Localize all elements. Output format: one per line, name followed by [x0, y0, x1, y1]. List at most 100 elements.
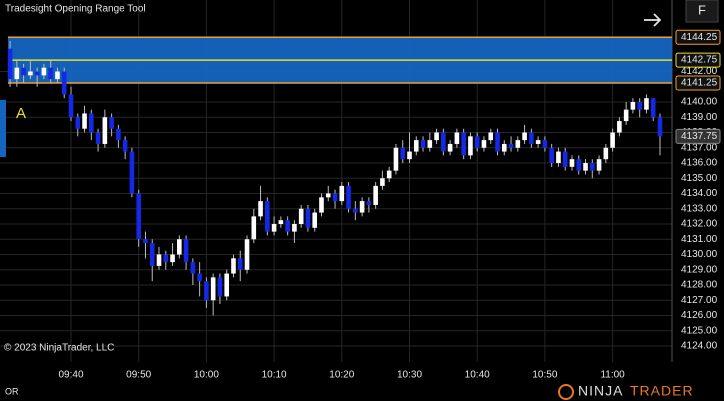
candle-body	[197, 273, 202, 282]
toggle-button-label[interactable]: F	[698, 2, 706, 17]
candle-body	[122, 140, 128, 152]
candle-body	[21, 67, 26, 76]
candle-body	[474, 136, 480, 148]
side-tab[interactable]	[0, 100, 6, 157]
candle-body	[461, 132, 466, 156]
candle-body	[278, 220, 284, 225]
x-tick-label: 10:40	[465, 370, 490, 381]
candle-body	[271, 224, 277, 232]
candle-body	[48, 67, 53, 80]
range-high-label: 4144.25	[681, 32, 718, 43]
candle-body	[583, 163, 588, 171]
candle-body	[237, 258, 243, 270]
candle-body	[244, 239, 250, 270]
candle-body	[251, 216, 257, 240]
candle-body	[156, 254, 162, 266]
candle-body	[163, 254, 169, 263]
candle-body	[617, 121, 622, 133]
y-tick-label: 4132.00	[681, 219, 718, 230]
candle-body	[562, 151, 568, 167]
candle-body	[285, 220, 290, 232]
y-tick-label: 4136.00	[681, 158, 718, 169]
y-tick-label: 4139.00	[681, 112, 718, 123]
candle-body	[508, 143, 514, 148]
candle-body	[129, 151, 135, 194]
candle-body	[569, 159, 575, 167]
arrow-icon[interactable]	[644, 13, 662, 27]
candle-body	[265, 201, 270, 232]
footer-tab[interactable]: OR	[5, 386, 19, 396]
candle-body	[325, 193, 331, 198]
candle-body	[298, 208, 304, 225]
candle-body	[434, 132, 439, 141]
candle-body	[109, 117, 114, 129]
candle-body	[596, 159, 602, 171]
candle-body	[610, 132, 615, 148]
candle-body	[210, 277, 216, 301]
x-tick-label: 10:20	[329, 370, 354, 381]
y-tick-label: 4130.00	[681, 249, 718, 260]
x-tick-label: 10:10	[262, 370, 287, 381]
candle-body	[427, 140, 433, 148]
candle-body	[183, 239, 189, 263]
x-tick-label: 09:50	[126, 370, 151, 381]
y-tick-label: 4124.00	[681, 341, 718, 352]
logo-brand: NINJA	[578, 383, 623, 399]
candle-body	[319, 197, 324, 213]
last-price-label-box	[675, 128, 721, 144]
candle-body	[481, 140, 487, 148]
candle-body	[447, 143, 453, 152]
y-tick-label: 4128.00	[681, 280, 718, 291]
price-axis: 4124.00 4125.00 4126.00 4127.00 4128.00 4129.…	[58, 29, 721, 381]
candle-body	[488, 132, 494, 141]
candle-body	[332, 193, 338, 202]
candle-body	[393, 147, 399, 171]
candle-body	[623, 109, 629, 122]
candle-body	[190, 262, 196, 274]
candle-body	[89, 113, 94, 133]
candle-body	[102, 117, 108, 144]
candle-body	[7, 48, 13, 80]
candle-body	[413, 140, 419, 152]
y-tick-label: 4129.00	[681, 264, 718, 275]
candle-body	[305, 208, 311, 228]
candle-body	[644, 98, 649, 110]
candle-body	[116, 128, 121, 141]
toggle-button[interactable]	[685, 0, 719, 23]
candle-body	[292, 224, 297, 232]
candle-body	[407, 151, 412, 160]
indicator-title: Tradesight Opening Range Tool	[5, 4, 146, 15]
candle-body	[346, 185, 351, 209]
x-tick-label: 10:50	[532, 370, 557, 381]
candle-body	[454, 132, 460, 144]
candle-body	[542, 140, 548, 148]
candle-body	[529, 132, 534, 144]
candle-body	[495, 132, 500, 152]
y-tick-label: 4133.00	[681, 203, 718, 214]
x-tick-label: 11:00	[600, 370, 625, 381]
candle-body	[231, 258, 236, 274]
candle-body	[522, 132, 527, 141]
candle-body	[258, 201, 263, 217]
y-tick-label: 4137.00	[681, 142, 718, 153]
y-tick-label: 4131.00	[681, 234, 718, 245]
marker-label: A	[16, 105, 26, 122]
candle-body	[515, 140, 521, 148]
candle-body	[95, 132, 101, 144]
opening-range	[8, 36, 672, 84]
x-tick-label: 09:40	[58, 370, 83, 381]
candle-body	[359, 201, 365, 213]
candle-body	[366, 201, 372, 205]
candle-body	[373, 185, 378, 205]
candle-body	[468, 136, 473, 156]
candle-body	[535, 140, 541, 144]
range-low-label-box	[675, 75, 721, 91]
range-high-label-box	[675, 29, 721, 45]
y-tick-label: 4140.00	[681, 97, 718, 108]
candle-body	[28, 71, 33, 76]
candle-body	[14, 67, 20, 80]
y-tick-label: 4135.00	[681, 173, 718, 184]
candle-body	[75, 117, 81, 129]
y-tick-label: 4127.00	[681, 295, 718, 306]
